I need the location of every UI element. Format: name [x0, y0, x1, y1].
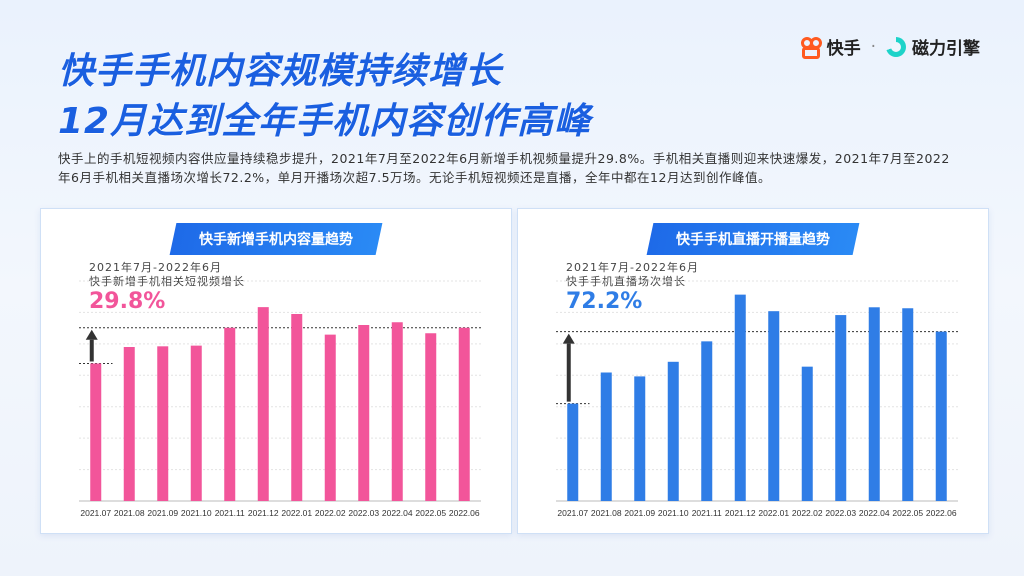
bar-chart-content: 2021.07 2021.08 2021.09 2021.10 2021.11 2021.… [79, 280, 481, 518]
bar [190, 345, 202, 501]
chart-note-line1: 2021年7月-2022年6月 [89, 261, 222, 274]
x-tick-label: 2022.04 [382, 508, 413, 518]
bar [600, 372, 612, 501]
chart-note: 2021年7月-2022年6月 快手新增手机相关短视频增长 [89, 261, 245, 289]
x-tick-label: 2022.02 [315, 508, 346, 518]
chart-panel-content: 快手新增手机内容量趋势 2021年7月-2022年6月 快手新增手机相关短视频增… [40, 208, 512, 534]
bar [768, 311, 780, 501]
x-tick-label: 2022.03 [348, 508, 379, 518]
x-tick-label: 2022.01 [758, 508, 789, 518]
cili-logo-text: 磁力引擎 [912, 39, 980, 59]
bar [257, 307, 269, 501]
bar [458, 327, 470, 501]
bar [835, 315, 847, 501]
bar [324, 334, 336, 501]
bar [224, 327, 236, 501]
bar [123, 347, 135, 501]
x-tick-label: 2021.09 [147, 508, 178, 518]
x-tick-label: 2021.09 [624, 508, 655, 518]
chart-panel-live: 快手手机直播开播量趋势 2021年7月-2022年6月 快手手机直播场次增长 7… [517, 208, 989, 534]
x-tick-label: 2022.06 [926, 508, 957, 518]
bar [358, 325, 370, 501]
growth-percent: 29.8% [89, 289, 166, 314]
x-tick-label: 2022.02 [792, 508, 823, 518]
kuaishou-logo-icon [800, 36, 822, 59]
bar [734, 294, 746, 501]
logo-separator: · [870, 36, 876, 57]
x-tick-label: 2022.03 [825, 508, 856, 518]
x-tick-label: 2021.11 [215, 508, 245, 518]
bar-chart-live: 2021.07 2021.08 2021.09 2021.10 2021.11 2021.… [556, 280, 958, 518]
description-text: 快手上的手机短视频内容供应量持续稳步提升，2021年7月至2022年6月新增手机… [58, 151, 950, 185]
bar [567, 403, 579, 501]
growth-arrow-head [85, 329, 98, 340]
x-tick-label: 2021.12 [248, 508, 279, 518]
x-tick-label: 2021.11 [692, 508, 722, 518]
kuaishou-logo-text: 快手 [826, 39, 861, 59]
x-tick-label: 2021.08 [114, 508, 145, 518]
page-title-line1: 快手手机内容规模持续增长 [58, 51, 503, 92]
bar [801, 366, 813, 501]
bar [902, 308, 914, 501]
bar [425, 333, 437, 501]
chart-note-line1: 2021年7月-2022年6月 [566, 261, 699, 274]
bar [634, 376, 646, 501]
bar [935, 331, 947, 501]
x-tick-label: 2022.05 [415, 508, 446, 518]
x-tick-label: 2021.07 [80, 508, 111, 518]
x-tick-label: 2021.08 [591, 508, 622, 518]
brand-logos: 快手 · 磁力引擎 [800, 34, 980, 59]
x-tick-label: 2022.06 [449, 508, 480, 518]
bar [667, 361, 679, 501]
bar [701, 341, 713, 501]
x-tick-label: 2022.01 [281, 508, 312, 518]
bar [868, 307, 880, 501]
x-tick-label: 2022.04 [859, 508, 890, 518]
chart-note-line2: 快手新增手机相关短视频增长 [89, 275, 245, 288]
bar [90, 363, 102, 501]
page-title-line2: 12月达到全年手机内容创作高峰 [58, 101, 592, 142]
bar [157, 346, 169, 501]
x-tick-label: 2021.07 [557, 508, 588, 518]
x-tick-label: 2021.12 [725, 508, 756, 518]
growth-percent: 72.2% [566, 289, 643, 314]
x-tick-label: 2021.10 [181, 508, 212, 518]
x-tick-label: 2021.10 [658, 508, 689, 518]
growth-arrow-head [562, 333, 575, 344]
cili-logo-icon [886, 36, 906, 57]
bar [291, 314, 303, 501]
bar [391, 322, 403, 501]
x-tick-label: 2022.05 [892, 508, 923, 518]
